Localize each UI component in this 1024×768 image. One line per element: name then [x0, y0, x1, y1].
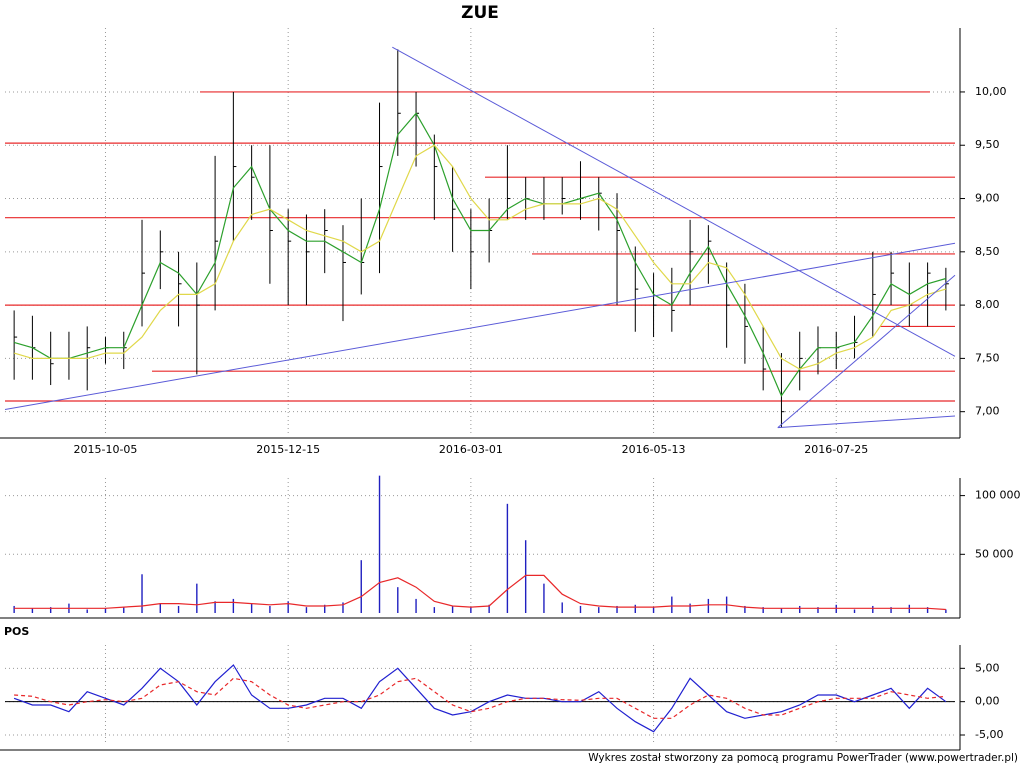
panel-title: POS — [4, 625, 29, 638]
trend-line — [777, 274, 956, 429]
volume-bar — [196, 583, 198, 613]
oscillator-line — [14, 677, 946, 719]
volume-bar — [853, 609, 856, 613]
volume-bar — [561, 602, 563, 613]
volume-bar — [671, 596, 673, 613]
y-tick-label: 100 000 — [975, 489, 1021, 502]
volume-bar — [598, 607, 600, 613]
chart-title: ZUE — [461, 3, 499, 23]
volume-bar — [159, 603, 161, 613]
volume-bar — [579, 605, 582, 613]
footer: Wykres został stworzony za pomocą progra… — [588, 752, 1018, 764]
y-tick-label: 9,50 — [975, 138, 1000, 151]
volume-bar — [488, 604, 490, 613]
trend-line — [4, 242, 956, 411]
volume-bar — [433, 607, 436, 613]
volume-bar — [13, 605, 15, 613]
volume-bar — [451, 605, 454, 613]
y-tick-label: -5,00 — [975, 728, 1003, 741]
volume-bar — [945, 609, 947, 613]
volume-bar — [926, 607, 929, 613]
volume-bar — [342, 602, 344, 613]
volume-bar — [177, 605, 180, 613]
volume-bar — [360, 560, 362, 613]
volume-bar — [744, 605, 746, 613]
x-tick-label: 2016-07-25 — [804, 443, 868, 456]
moving-average — [13, 112, 947, 397]
moving-average — [13, 144, 947, 370]
volume-bar — [506, 503, 509, 613]
x-tick-label: 2016-03-01 — [439, 443, 503, 456]
y-tick-label: 50 000 — [975, 547, 1014, 560]
volume-bar — [214, 601, 216, 613]
volume-bar — [689, 603, 691, 613]
volume-bar — [872, 605, 874, 613]
volume-bar — [324, 604, 326, 613]
volume-bar — [397, 587, 399, 613]
y-tick-label: 9,00 — [975, 192, 1000, 205]
volume-bar — [123, 607, 125, 613]
oscillator-line — [13, 664, 947, 733]
volume-average — [14, 574, 946, 611]
trend-line — [777, 415, 956, 429]
volume-bar — [817, 607, 819, 613]
volume-bar — [232, 598, 235, 613]
volume-bar — [269, 605, 271, 613]
volume-bar — [543, 583, 545, 613]
volume-bar — [141, 574, 143, 613]
volume-bar — [31, 608, 34, 613]
y-tick-label: 5,00 — [975, 661, 1000, 674]
x-tick-label: 2015-10-05 — [74, 443, 138, 456]
volume-bar — [799, 605, 801, 613]
y-tick-label: 0,00 — [975, 695, 1000, 708]
x-tick-label: 2015-12-15 — [256, 443, 320, 456]
volume-bar — [250, 603, 253, 613]
volume-bar — [524, 540, 527, 613]
volume-bar — [305, 607, 308, 613]
y-tick-label: 7,50 — [975, 351, 1000, 364]
y-tick-label: 8,50 — [975, 245, 1000, 258]
volume-bar — [86, 609, 88, 613]
y-tick-label: 10,00 — [975, 85, 1007, 98]
volume-bar — [652, 607, 655, 613]
volume-bar — [634, 604, 636, 613]
volume-bar — [104, 608, 107, 613]
volume-bar — [378, 475, 381, 613]
volume-bar — [762, 607, 764, 613]
volume-bar — [287, 601, 289, 613]
volume-bar — [49, 607, 52, 613]
volume-bar — [780, 608, 783, 613]
y-tick-label: 7,00 — [975, 405, 1000, 418]
volume-bar — [616, 605, 618, 613]
volume-bar — [890, 607, 892, 613]
volume-bar — [470, 607, 472, 613]
x-tick-label: 2016-05-13 — [622, 443, 686, 456]
volume-bar — [707, 598, 710, 613]
volume-bar — [415, 598, 417, 613]
trend-line — [392, 46, 956, 357]
y-tick-label: 8,00 — [975, 298, 1000, 311]
